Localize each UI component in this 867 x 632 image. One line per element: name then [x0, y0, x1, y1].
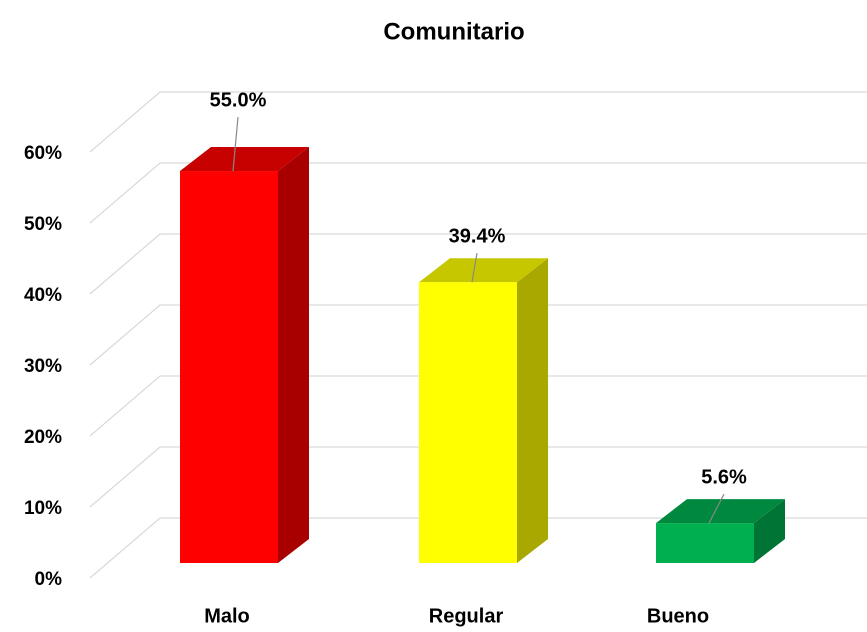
bar-top	[656, 499, 785, 524]
grid-line	[89, 162, 867, 224]
y-tick-label: 10%	[24, 498, 62, 519]
y-tick-label: 0%	[35, 569, 63, 590]
value-label: 39.4%	[449, 225, 506, 247]
value-label: 55.0%	[210, 89, 267, 111]
bar-side	[278, 147, 309, 564]
y-tick-label: 50%	[24, 214, 62, 235]
bar	[180, 171, 278, 564]
bar	[656, 523, 754, 563]
grid-line	[89, 304, 867, 366]
bar-top	[180, 147, 309, 172]
y-tick-label: 40%	[24, 285, 62, 306]
value-label: 5.6%	[701, 466, 747, 488]
x-tick-label: Regular	[429, 605, 504, 627]
leader-line	[471, 253, 478, 283]
bar	[419, 282, 517, 563]
grid-line	[89, 375, 867, 437]
y-tick-label: 30%	[24, 356, 62, 377]
grid-line	[89, 446, 867, 508]
y-tick-label: 60%	[24, 143, 62, 164]
x-tick-label: Malo	[204, 605, 250, 627]
bar-side	[754, 499, 785, 563]
x-tick-label: Bueno	[647, 605, 709, 627]
leader-line	[232, 116, 239, 172]
chart-title: Comunitario	[383, 18, 524, 45]
y-tick-label: 20%	[24, 427, 62, 448]
bar-top	[419, 258, 548, 283]
leader-line	[708, 493, 725, 524]
bar-side	[517, 258, 548, 563]
grid-line	[89, 517, 867, 579]
grid-line	[89, 91, 867, 153]
grid-line	[89, 233, 867, 295]
